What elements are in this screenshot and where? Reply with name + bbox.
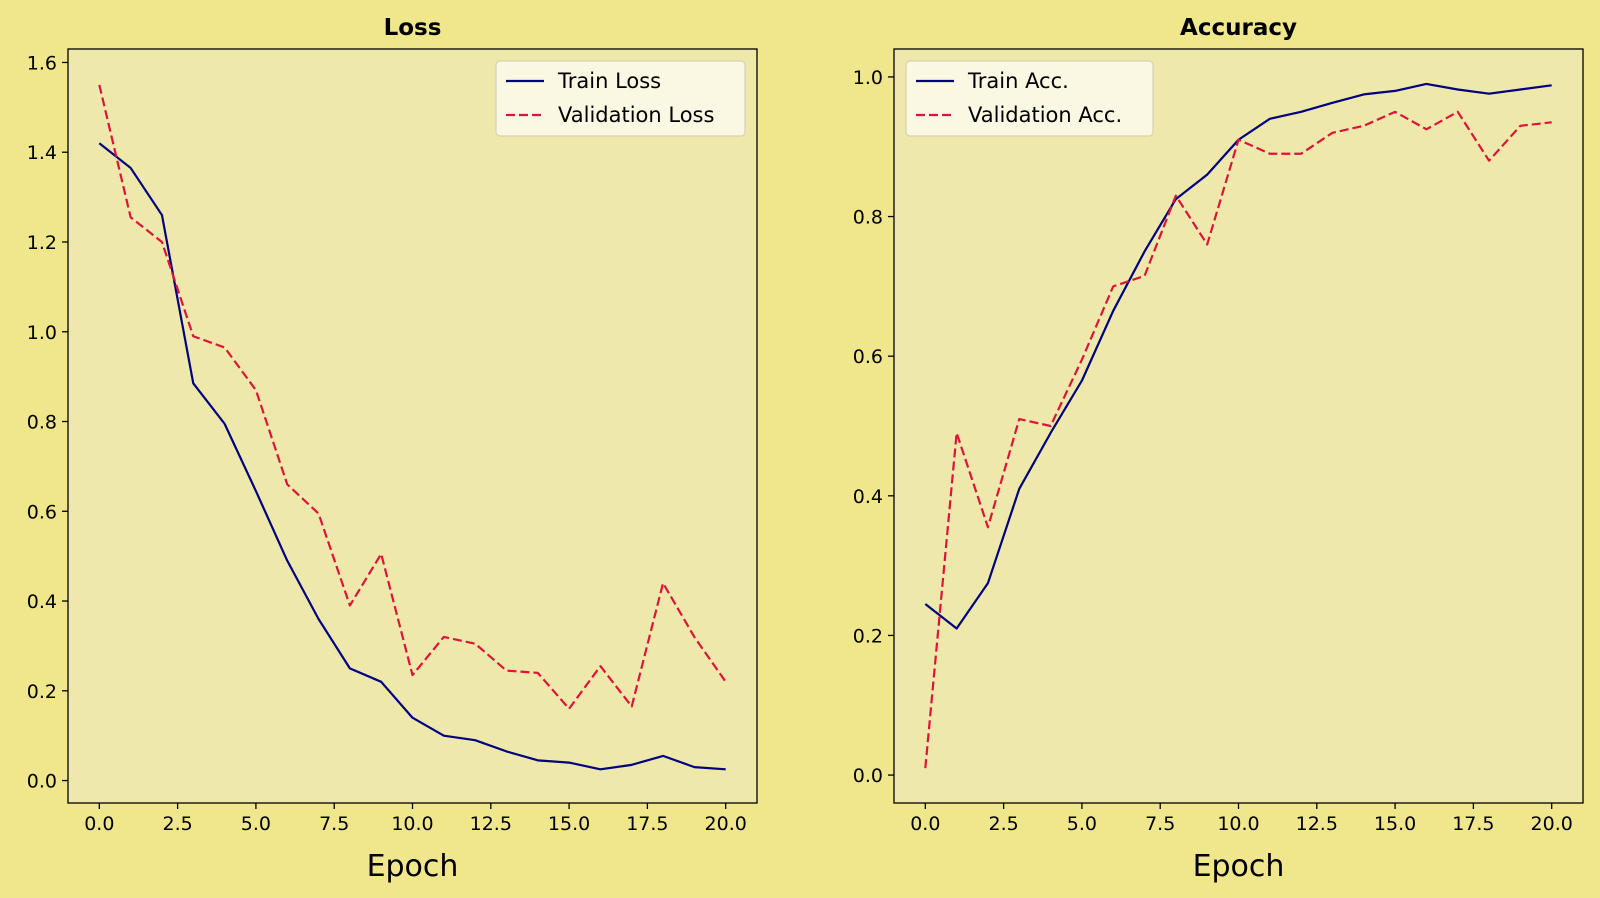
y-tick-label: 0.4 xyxy=(27,591,57,613)
plot-area xyxy=(894,49,1583,803)
y-tick-label: 1.0 xyxy=(853,67,883,89)
series-line-train xyxy=(98,142,726,771)
y-tick-label: 0.6 xyxy=(27,501,57,523)
x-tick-label: 12.5 xyxy=(1296,813,1338,835)
y-tick-label: 1.4 xyxy=(27,142,57,164)
legend-box xyxy=(905,60,1154,137)
y-tick-label: 1.6 xyxy=(27,52,57,74)
x-axis-label: Epoch xyxy=(367,849,459,884)
y-tick-label: 1.2 xyxy=(27,232,57,254)
series-line-validation xyxy=(924,110,1552,769)
y-tick-label: 0.8 xyxy=(27,412,57,434)
x-tick-label: 0.0 xyxy=(84,813,114,835)
legend-label: Validation Acc. xyxy=(968,103,1122,127)
x-tick-label: 10.0 xyxy=(1217,813,1259,835)
x-tick-label: 7.5 xyxy=(319,813,349,835)
x-tick-label: 2.5 xyxy=(163,813,193,835)
x-tick-label: 5.0 xyxy=(241,813,271,835)
x-tick-label: 7.5 xyxy=(1145,813,1175,835)
x-tick-label: 17.5 xyxy=(626,813,668,835)
x-tick-label: 15.0 xyxy=(1374,813,1416,835)
x-tick-label: 20.0 xyxy=(1531,813,1573,835)
y-tick-label: 0.4 xyxy=(853,486,883,508)
x-tick-label: 2.5 xyxy=(989,813,1019,835)
x-tick-label: 15.0 xyxy=(548,813,590,835)
y-tick-label: 0.2 xyxy=(27,681,57,703)
y-tick-label: 0.2 xyxy=(853,625,883,647)
legend-box xyxy=(495,60,746,137)
chart-title: Loss xyxy=(384,15,442,41)
loss-chart: 0.0 2.5 5.0 7.5 10.0 12.5 15.0 17.5 20.0 0.0 0.2 0.… xyxy=(27,15,758,884)
legend-label: Train Acc. xyxy=(967,69,1069,93)
legend-label: Validation Loss xyxy=(558,103,714,127)
x-axis-label: Epoch xyxy=(1193,849,1285,884)
y-tick-label: 1.0 xyxy=(27,322,57,344)
y-tick-label: 0.6 xyxy=(853,346,883,368)
x-tick-label: 12.5 xyxy=(470,813,512,835)
series-line-validation xyxy=(98,84,727,710)
x-tick-label: 0.0 xyxy=(910,813,940,835)
accuracy-chart: 0.0 2.5 5.0 7.5 10.0 12.5 15.0 17.5 20.0 0.0 0.2 0.… xyxy=(853,15,1584,884)
x-tick-label: 5.0 xyxy=(1067,813,1097,835)
y-tick-label: 0.0 xyxy=(853,765,883,787)
chart-title: Accuracy xyxy=(1180,15,1297,41)
plot-area xyxy=(68,49,757,803)
y-tick-label: 0.0 xyxy=(27,771,57,793)
y-tick-label: 0.8 xyxy=(853,207,883,229)
x-tick-label: 20.0 xyxy=(705,813,747,835)
legend-label: Train Loss xyxy=(557,69,661,93)
x-tick-label: 17.5 xyxy=(1452,813,1494,835)
x-tick-label: 10.0 xyxy=(391,813,433,835)
